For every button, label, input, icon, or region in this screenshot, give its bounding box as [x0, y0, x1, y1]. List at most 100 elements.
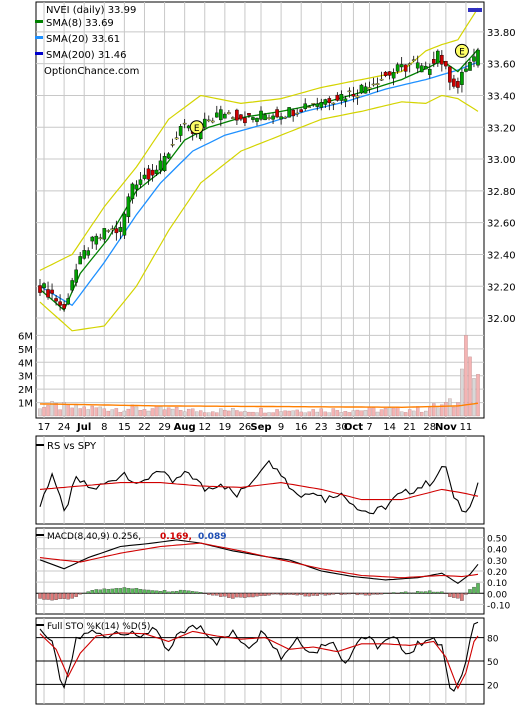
macd-histogram-bar: [347, 593, 352, 595]
volume-bar: [227, 410, 231, 417]
macd-histogram-bar: [114, 588, 119, 594]
indicator-tick-label: -0.10: [487, 601, 511, 611]
volume-bar: [126, 408, 131, 417]
volume-bar: [407, 409, 412, 417]
x-tick-label: 7: [366, 422, 372, 433]
candle-body: [383, 71, 388, 76]
volume-tick-label: 3M: [18, 372, 33, 383]
macd-histogram-bar: [331, 593, 336, 595]
macd-histogram-bar: [158, 591, 163, 594]
macd-histogram-bar: [150, 590, 155, 594]
macd-histogram-bar: [371, 593, 376, 595]
x-tick-label: 22: [138, 422, 151, 433]
macd-histogram-bar: [203, 593, 207, 594]
volume-bar: [395, 406, 400, 417]
candle-body: [444, 61, 448, 67]
x-tick-label: Oct: [344, 422, 363, 433]
macd-histogram-bar: [54, 593, 58, 600]
candle-body: [407, 63, 412, 66]
x-tick-label: 28: [423, 422, 436, 433]
macd-histogram-bar: [146, 589, 151, 594]
macd-histogram-bar: [247, 593, 251, 598]
volume-bar: [464, 335, 468, 417]
macd-histogram-bar: [415, 591, 420, 594]
x-tick-label: 15: [118, 422, 131, 433]
volume-bar: [347, 412, 352, 417]
macd-histogram-bar: [460, 593, 464, 601]
candle-body: [146, 168, 151, 180]
macd-histogram-bar: [403, 591, 408, 594]
volume-bar: [339, 412, 344, 417]
x-tick-label: 8: [101, 422, 107, 433]
candle-body: [427, 69, 432, 75]
indicator-line-signal: [39, 482, 479, 501]
macd-histogram-bar: [178, 589, 183, 594]
candle-body: [42, 283, 46, 289]
candle-body: [38, 285, 42, 293]
indicator-tick-label: 0.50: [487, 535, 507, 545]
candle-body: [126, 196, 131, 218]
price-tick-label: 32.20: [487, 282, 516, 293]
volume-bar: [299, 411, 303, 417]
macd-histogram-bar: [38, 593, 42, 599]
macd-histogram-bar: [432, 591, 436, 594]
macd-histogram-bar: [110, 588, 115, 594]
indicator-tick-label: 80: [487, 635, 499, 645]
macd-histogram-bar: [186, 590, 191, 594]
x-tick-label: 14: [383, 422, 396, 433]
candle-body: [339, 94, 344, 101]
price-tick-label: 33.20: [487, 123, 516, 134]
macd-histogram-bar: [375, 593, 380, 595]
candle-body: [58, 301, 62, 306]
macd-histogram-bar: [194, 591, 199, 594]
candle-body: [367, 87, 372, 90]
macd-histogram-bar: [419, 591, 424, 594]
macd-histogram-bar: [198, 592, 203, 594]
volume-bar: [448, 398, 452, 417]
volume-bar: [303, 412, 307, 417]
candle-body: [223, 113, 227, 119]
candle-body: [319, 102, 324, 108]
macd-histogram-bar: [299, 593, 303, 595]
macd-histogram-bar: [436, 591, 440, 594]
candle-body: [415, 62, 420, 69]
macd-histogram-bar: [134, 588, 139, 594]
candle-body: [174, 137, 179, 140]
volume-bar: [122, 410, 127, 417]
candle-body: [142, 174, 147, 179]
volume-bar: [255, 412, 259, 417]
chart-title: NVEI (daily) 33.99: [46, 5, 136, 16]
candle-body: [327, 98, 332, 103]
macd-histogram-bar: [122, 587, 127, 594]
macd-histogram-bar: [351, 593, 356, 594]
volume-bar: [78, 408, 82, 417]
watermark: OptionChance.com: [44, 66, 139, 77]
volume-bar: [307, 411, 311, 417]
macd-histogram-bar: [456, 593, 460, 599]
candle-body: [263, 114, 267, 121]
macd-histogram-bar: [379, 593, 384, 595]
candle-body: [150, 169, 155, 176]
volume-bar: [90, 405, 94, 417]
volume-bar: [142, 409, 147, 417]
volume-bar: [154, 405, 159, 417]
macd-histogram-bar: [399, 592, 404, 594]
volume-bar: [287, 410, 291, 417]
volume-bar: [50, 401, 54, 417]
macd-histogram-bar: [311, 593, 315, 596]
macd-histogram-bar: [174, 591, 179, 594]
volume-bar: [351, 410, 356, 417]
volume-bar: [46, 405, 50, 417]
candle-body: [303, 103, 308, 109]
macd-histogram-bar: [472, 586, 476, 594]
candle-body: [395, 64, 400, 72]
chart-text: NVEI (daily) 33.99 SMA(8) 33.69 SMA(20) …: [35, 5, 226, 632]
volume-bar: [283, 410, 287, 417]
macd-histogram-bar: [267, 593, 271, 596]
macd-histogram-bar: [211, 593, 215, 596]
candle-body: [166, 153, 171, 159]
indicator-tick-label: 0.10: [487, 579, 507, 589]
volume-bar: [42, 407, 46, 417]
x-tick-label: 30: [335, 422, 348, 433]
